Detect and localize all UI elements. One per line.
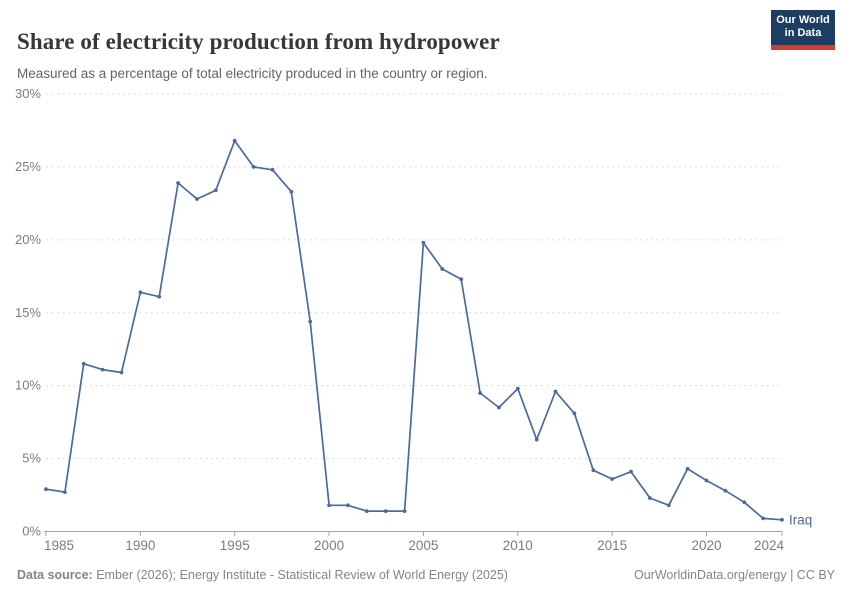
data-point [63, 490, 67, 494]
data-point [346, 503, 350, 508]
y-tick-label: 15% [15, 305, 41, 320]
data-point [685, 466, 690, 471]
data-point [478, 391, 482, 395]
data-point [402, 509, 407, 513]
data-point [629, 469, 633, 474]
y-tick-label: 20% [15, 232, 41, 247]
data-point [157, 294, 162, 299]
credit-note: OurWorldinData.org/energy | CC BY [633, 568, 835, 582]
data-point [119, 370, 124, 375]
x-tick-label: 2005 [408, 538, 438, 553]
data-point [195, 197, 199, 201]
data-point [289, 189, 294, 194]
data-point [666, 503, 671, 508]
owid-logo-line1: Our World [776, 14, 830, 26]
x-tick-label: 2015 [597, 538, 627, 553]
data-point [44, 487, 48, 492]
data-point [497, 405, 501, 410]
x-tick-label: 2024 [754, 538, 785, 553]
data-source-label: Data source: [17, 568, 93, 582]
y-tick-label: 25% [15, 159, 41, 174]
data-point [213, 188, 218, 193]
data-point [515, 386, 520, 391]
data-point [308, 319, 313, 324]
data-point [648, 496, 652, 500]
data-point [761, 516, 765, 521]
data-point [327, 503, 331, 508]
data-point [383, 509, 388, 513]
owid-logo: Our World in Data [771, 10, 835, 50]
x-tick-label: 2000 [314, 538, 344, 553]
data-source-text: Ember (2026); Energy Institute - Statist… [92, 568, 508, 582]
data-point [553, 389, 558, 394]
data-point [251, 165, 256, 169]
y-tick-label: 10% [15, 378, 41, 393]
series-end-label: Iraq [789, 512, 812, 527]
data-point [364, 509, 369, 513]
data-point [176, 181, 181, 185]
owid-logo-line2: in Data [784, 27, 822, 39]
data-point [459, 277, 464, 282]
data-point [780, 517, 784, 522]
data-source-note: Data source: Ember (2026); Energy Instit… [17, 568, 508, 582]
data-point [704, 478, 709, 483]
y-tick-label: 0% [22, 524, 41, 539]
data-point [100, 367, 105, 372]
y-tick-label: 30% [15, 86, 41, 101]
data-point [81, 361, 86, 366]
data-point [232, 138, 237, 143]
x-tick-label: 2010 [503, 538, 533, 553]
chart-footer: Data source: Ember (2026); Energy Instit… [17, 568, 835, 582]
chart-title: Share of electricity production from hyd… [17, 29, 500, 55]
data-point [270, 167, 275, 172]
data-point [591, 468, 596, 473]
x-tick-label: 1985 [44, 538, 74, 553]
data-point [440, 267, 445, 271]
x-tick-label: 2020 [691, 538, 721, 553]
series-line [45, 139, 783, 521]
data-point [421, 240, 426, 245]
y-tick-label: 5% [22, 451, 41, 466]
x-tick-label: 1990 [125, 538, 155, 553]
data-point [572, 411, 577, 416]
data-point [138, 290, 143, 295]
data-point [610, 477, 615, 481]
data-point [723, 488, 728, 493]
data-point [534, 437, 539, 442]
data-point [742, 500, 747, 505]
chart-subtitle: Measured as a percentage of total electr… [17, 65, 488, 81]
x-tick-label: 1995 [220, 538, 250, 553]
